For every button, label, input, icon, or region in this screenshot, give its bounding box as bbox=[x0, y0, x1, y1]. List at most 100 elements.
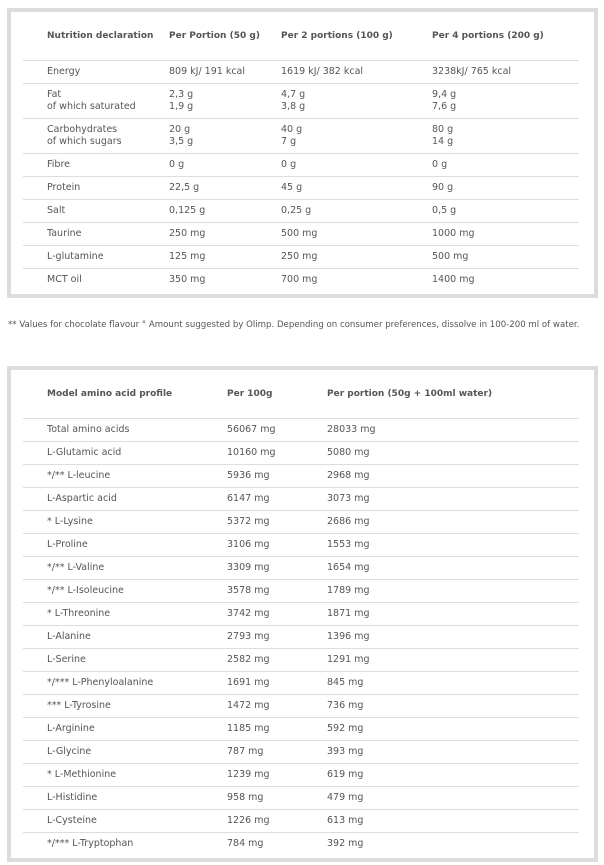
cell-value: 1472 mg bbox=[227, 694, 327, 718]
cell-value: 393 mg bbox=[327, 740, 579, 764]
cell-value: 592 mg bbox=[327, 717, 579, 741]
row-label: */** L-Isoleucine bbox=[23, 579, 227, 603]
cell-line: MCT oil bbox=[47, 274, 82, 285]
table-row: */*** L-Tryptophan 784 mg 392 mg bbox=[23, 833, 579, 856]
cell-line: Taurine bbox=[47, 228, 82, 239]
cell-value: 784 mg bbox=[227, 838, 264, 849]
column-header: Nutrition declaration bbox=[23, 12, 169, 61]
row-label: Total amino acids bbox=[23, 418, 227, 442]
cell-line: 125 mg bbox=[169, 251, 206, 262]
cell-value: 1239 mg bbox=[227, 763, 327, 787]
table-row: Taurine 250 mg 500 mg 1000 mg bbox=[23, 222, 579, 246]
table-row: */** L-Isoleucine 3578 mg 1789 mg bbox=[23, 579, 579, 603]
amino-acid-table: Model amino acid profile Per 100g Per port… bbox=[23, 370, 579, 855]
cell-line: 0,25 g bbox=[281, 205, 312, 216]
table-header: Nutrition declaration Per Portion (50 g) P… bbox=[23, 12, 579, 61]
cell-value: 22,5 g bbox=[169, 176, 281, 200]
footnote: ** Values for chocolate flavour ° Amount… bbox=[8, 320, 580, 330]
cell-value: 28033 mg bbox=[327, 418, 579, 442]
cell-line: 250 mg bbox=[281, 251, 318, 262]
cell-line: Fat bbox=[47, 89, 62, 100]
table-row: *** L-Tyrosine 1472 mg 736 mg bbox=[23, 694, 579, 718]
cell-value: 4,7 g 3,8 g bbox=[281, 83, 432, 119]
cell-line: 4,7 g bbox=[281, 89, 306, 100]
table-row: L-Cysteine 1226 mg 613 mg bbox=[23, 809, 579, 833]
table-row: L-Histidine 958 mg 479 mg bbox=[23, 786, 579, 810]
cell-value: 613 mg bbox=[327, 809, 579, 833]
cell-line: 22,5 g bbox=[169, 182, 200, 193]
cell-value: 958 mg bbox=[227, 786, 327, 810]
table-row: */*** L-Phenyloalanine 1691 mg 845 mg bbox=[23, 671, 579, 695]
cell-value: 1553 mg bbox=[327, 533, 579, 557]
cell-value: 500 mg bbox=[281, 222, 432, 246]
table-row: Fat of which saturated 2,3 g 1,9 g 4,7 g 3,8 … bbox=[23, 83, 579, 119]
cell-value: 0 g bbox=[432, 153, 579, 177]
table-header: Model amino acid profile Per 100g Per port… bbox=[23, 370, 579, 419]
cell-line: 7 g bbox=[281, 136, 297, 147]
table-row: Total amino acids 56067 mg 28033 mg bbox=[23, 418, 579, 442]
table-row: */** L-leucine 5936 mg 2968 mg bbox=[23, 464, 579, 488]
cell-value: 5372 mg bbox=[227, 510, 327, 534]
cell-value: 0 g bbox=[169, 153, 281, 177]
table-row: L-Glutamic acid 10160 mg 5080 mg bbox=[23, 441, 579, 465]
table-row: Energy 809 kJ/ 191 kcal 1619 kJ/ 382 kcal 3… bbox=[23, 60, 579, 84]
cell-line: 14 g bbox=[432, 136, 454, 147]
cell-value: 0,125 g bbox=[169, 199, 281, 223]
row-label: L-Aspartic acid bbox=[23, 487, 227, 511]
column-header: Per portion (50g + 100ml water) bbox=[327, 370, 579, 419]
cell-value: 80 g 14 g bbox=[432, 118, 579, 154]
column-header: Per 100g bbox=[227, 370, 327, 419]
row-label: L-Arginine bbox=[23, 717, 227, 741]
cell-line: 0,125 g bbox=[169, 205, 206, 216]
cell-line: Salt bbox=[47, 205, 66, 216]
cell-line: 90 g bbox=[432, 182, 454, 193]
cell-value: 500 mg bbox=[432, 245, 579, 269]
row-label: Fibre bbox=[23, 153, 169, 177]
cell-value: 20 g 3,5 g bbox=[169, 118, 281, 154]
cell-value: 1654 mg bbox=[327, 556, 579, 580]
cell-value: 700 mg bbox=[281, 269, 432, 292]
cell-value: 3073 mg bbox=[327, 487, 579, 511]
row-label: L-Histidine bbox=[23, 786, 227, 810]
cell-line: 809 kJ/ 191 kcal bbox=[169, 66, 246, 77]
cell-value: 5080 mg bbox=[327, 441, 579, 465]
cell-value: 479 mg bbox=[327, 786, 579, 810]
cell-value: 1691 mg bbox=[227, 671, 327, 695]
row-label: L-Glycine bbox=[23, 740, 227, 764]
table-row: Protein 22,5 g 45 g 90 g bbox=[23, 176, 579, 200]
cell-line: 20 g bbox=[169, 124, 191, 135]
cell-line: 3,5 g bbox=[169, 136, 194, 147]
row-label: */** L-leucine bbox=[23, 464, 227, 488]
row-label: L-Alanine bbox=[23, 625, 227, 649]
cell-value: 1000 mg bbox=[432, 222, 579, 246]
cell-value: 6147 mg bbox=[227, 487, 327, 511]
cell-value: 845 mg bbox=[327, 671, 579, 695]
column-header: Per 2 portions (100 g) bbox=[281, 12, 432, 61]
row-label: MCT oil bbox=[23, 269, 169, 292]
cell-line: Energy bbox=[47, 66, 81, 77]
cell-line: 0,5 g bbox=[432, 205, 457, 216]
cell-value: 125 mg bbox=[169, 245, 281, 269]
cell-line: 40 g bbox=[281, 124, 303, 135]
cell-value: 1226 mg bbox=[227, 809, 327, 833]
row-label: L-glutamine bbox=[23, 245, 169, 269]
row-label: Energy bbox=[23, 60, 169, 84]
cell-line: L-glutamine bbox=[47, 251, 104, 262]
table-row: Salt 0,125 g 0,25 g 0,5 g bbox=[23, 199, 579, 223]
row-label: Fat of which saturated bbox=[23, 83, 169, 119]
row-label: Salt bbox=[23, 199, 169, 223]
cell-value: 3238kJ/ 765 kcal bbox=[432, 60, 579, 84]
cell-value: 3309 mg bbox=[227, 556, 327, 580]
cell-line: 7,6 g bbox=[432, 101, 457, 112]
row-label: * L-Methionine bbox=[23, 763, 227, 787]
cell-line: 500 mg bbox=[432, 251, 469, 262]
row-label: *** L-Tyrosine bbox=[23, 694, 227, 718]
row-label: Taurine bbox=[23, 222, 169, 246]
cell-value: 0 g bbox=[281, 153, 432, 177]
cell-value: 0,25 g bbox=[281, 199, 432, 223]
column-header: Per Portion (50 g) bbox=[169, 12, 281, 61]
table-row: */** L-Valine 3309 mg 1654 mg bbox=[23, 556, 579, 580]
cell-value: 9,4 g 7,6 g bbox=[432, 83, 579, 119]
cell-line: 3,8 g bbox=[281, 101, 306, 112]
